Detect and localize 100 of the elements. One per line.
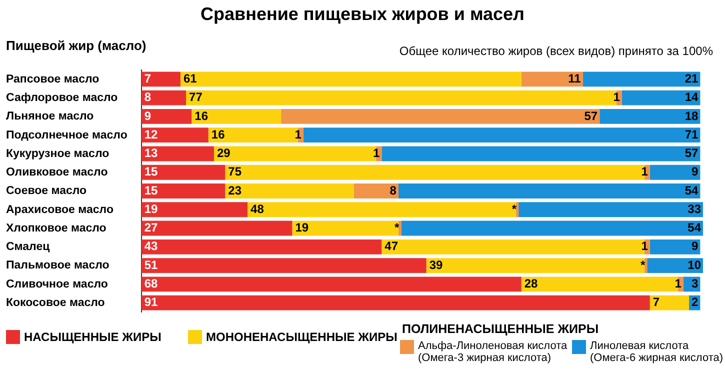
data-label: 19 — [144, 202, 158, 216]
data-label: 8 — [144, 90, 152, 104]
data-label: 48 — [250, 202, 264, 216]
data-label: 54 — [688, 220, 702, 235]
legend-label: Альфа-Линоленовая кислота (Омега-3 жирная кислота) — [418, 340, 568, 364]
y-tick-label: Кокосовое масло — [6, 296, 105, 309]
bar — [622, 90, 700, 106]
data-label: * — [640, 258, 646, 272]
bar — [141, 276, 522, 292]
data-label: 18 — [684, 108, 699, 123]
bar — [141, 164, 226, 180]
y-tick-label: Льняное масло — [6, 110, 94, 123]
data-label: 14 — [684, 90, 699, 104]
bar — [650, 295, 690, 310]
data-label: 39 — [429, 258, 444, 272]
data-label: 28 — [524, 276, 538, 290]
data-label: 68 — [144, 276, 158, 290]
bar — [248, 202, 516, 218]
bar — [398, 184, 700, 198]
bar — [600, 109, 700, 124]
bar — [141, 128, 208, 143]
bar — [225, 184, 354, 198]
data-label: 9 — [144, 108, 152, 123]
data-label: 19 — [295, 220, 309, 235]
data-label: 9 — [692, 164, 699, 179]
y-tick-label: Подсолнечное масло — [6, 129, 128, 142]
bar — [401, 220, 703, 236]
data-label: 1 — [613, 90, 620, 104]
bar — [303, 128, 700, 143]
data-label: 2 — [692, 295, 699, 310]
y-tick-label: Арахисовое масло — [6, 204, 114, 216]
data-label: 23 — [228, 183, 242, 198]
bar — [141, 109, 192, 124]
bar — [141, 184, 226, 198]
data-label: 16 — [211, 127, 226, 142]
data-label: 21 — [684, 72, 699, 86]
data-label: * — [394, 220, 400, 235]
bar — [650, 164, 700, 180]
y-axis-title: Пищевой жир (масло) — [6, 38, 146, 53]
bar — [354, 184, 398, 198]
data-label: * — [512, 202, 517, 216]
y-tick-label: Кукурузное масло — [6, 148, 110, 160]
data-label: 54 — [684, 183, 699, 198]
bar — [141, 258, 426, 273]
data-label: 33 — [688, 202, 702, 216]
y-tick-label: Пальмовое масло — [6, 260, 110, 272]
data-label: 61 — [183, 72, 198, 86]
bar — [192, 109, 282, 124]
data-label: 3 — [692, 276, 699, 290]
legend-label: НАСЫЩЕННЫЕ ЖИРЫ — [24, 330, 162, 344]
bar — [141, 146, 214, 162]
bar — [180, 72, 522, 87]
bar — [281, 109, 600, 124]
data-label: 8 — [390, 183, 397, 198]
bar — [292, 220, 398, 236]
data-label: 10 — [688, 258, 702, 272]
legend-label: МОНОНЕНАСЫЩЕННЫЕ ЖИРЫ — [206, 330, 398, 344]
data-label: 51 — [144, 258, 158, 272]
bar — [518, 202, 703, 218]
bar — [141, 220, 292, 236]
data-label: 7 — [144, 72, 152, 86]
data-label: 11 — [568, 72, 582, 86]
data-label: 1 — [674, 276, 682, 290]
y-tick-label: Хлопковое масло — [6, 222, 106, 234]
data-label: 15 — [144, 183, 158, 198]
y-tick-label: Сафлоровое масло — [6, 92, 118, 104]
data-label: 47 — [384, 239, 398, 254]
data-label: 91 — [144, 295, 158, 310]
text: Общее количество жиров (всех видов) принято за 100% — [399, 44, 713, 58]
data-label: 1 — [372, 146, 380, 160]
y-tick-label: Оливковое масло — [6, 166, 108, 179]
data-label: 27 — [144, 220, 158, 235]
data-label: 16 — [194, 108, 208, 123]
bar — [382, 146, 700, 162]
bar — [582, 72, 700, 87]
bar — [426, 258, 644, 273]
data-label: 29 — [216, 146, 231, 160]
data-label: 43 — [144, 239, 158, 254]
bar — [141, 295, 650, 310]
data-label: 1 — [641, 239, 648, 254]
y-tick-label: Смалец — [6, 241, 50, 254]
data-label: 77 — [189, 90, 203, 104]
data-label: 1 — [641, 164, 648, 179]
bar — [647, 258, 703, 273]
data-label: 7 — [652, 295, 660, 310]
bar — [521, 72, 583, 87]
data-label: 57 — [584, 108, 598, 123]
data-label: 71 — [684, 127, 699, 142]
text: ПОЛИНЕНАСЫЩЕННЫЕ ЖИРЫ — [402, 322, 599, 336]
data-label: 15 — [144, 164, 158, 179]
data-label: 13 — [144, 146, 158, 160]
data-label: 12 — [144, 127, 158, 142]
data-label: 57 — [684, 146, 699, 160]
bar — [141, 72, 180, 87]
y-tick-label: Соевое масло — [6, 185, 87, 198]
bar — [141, 90, 186, 106]
y-tick-label: Сливочное масло — [6, 278, 108, 290]
bar — [141, 239, 382, 254]
data-label: 9 — [692, 239, 699, 254]
chart-title: Сравнение пищевых жиров и масел — [200, 4, 526, 25]
